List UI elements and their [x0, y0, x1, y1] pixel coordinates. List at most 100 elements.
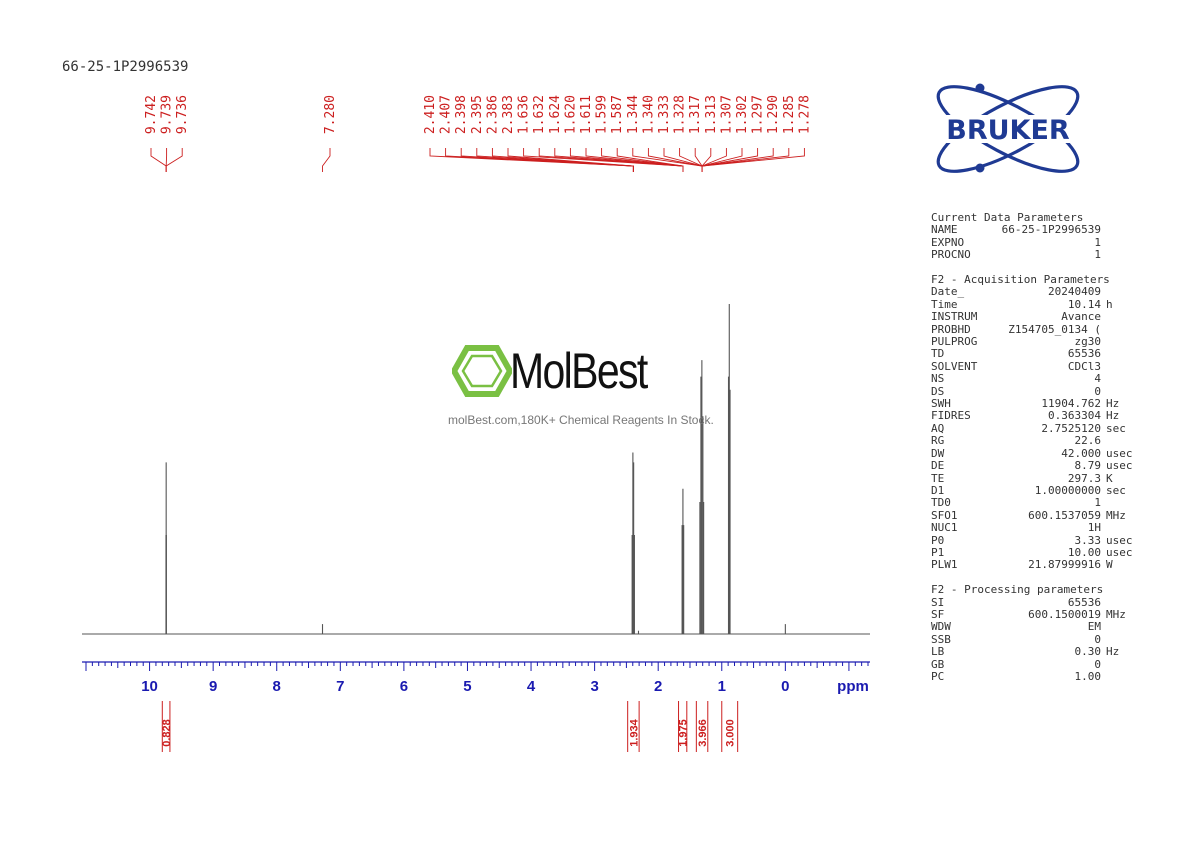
- param-name: WDW: [931, 620, 951, 634]
- param-unit: [1101, 286, 1106, 298]
- integral-bracket: [627, 701, 640, 752]
- axis-tick-label: 8: [273, 678, 281, 695]
- param-row: EXPNO 1: [931, 236, 1146, 249]
- param-value: 2.7525120: [1041, 421, 1101, 435]
- param-name: Date_: [931, 285, 965, 299]
- param-value: 20240409: [1048, 285, 1101, 299]
- axis-tick-label: 4: [527, 678, 536, 695]
- peak-label: 2.410: [423, 95, 438, 134]
- param-name: SSB: [931, 632, 951, 646]
- param-name: NUC1: [931, 521, 958, 535]
- param-name: TD0: [931, 496, 951, 510]
- param-value: 1: [1094, 248, 1101, 262]
- peak-label: 1.632: [532, 95, 547, 134]
- integral-value: 1.975: [678, 719, 690, 747]
- integral-bracket: [678, 701, 688, 752]
- param-name: INSTRUM: [931, 310, 978, 324]
- param-unit: Hz: [1106, 397, 1120, 411]
- param-value: 22.6: [1074, 434, 1102, 448]
- param-unit: [1101, 361, 1106, 373]
- param-value: 11904.762: [1041, 397, 1101, 411]
- param-row: TD 65536: [931, 347, 1146, 361]
- param-row: TE 297.3 K: [931, 471, 1146, 485]
- param-row: DW 42.000 usec: [931, 446, 1146, 460]
- param-value: 297.3: [1067, 471, 1101, 485]
- axis-tick-label: 2: [654, 678, 662, 695]
- param-row: TD0 1: [931, 496, 1146, 510]
- param-unit: usec: [1106, 545, 1133, 559]
- param-name: DW: [931, 446, 945, 460]
- peak-label: 1.624: [548, 95, 563, 134]
- param-value: 66-25-1P2996539: [1001, 223, 1101, 237]
- peak-label: 1.285: [782, 95, 797, 134]
- peak-label-connector: [701, 148, 712, 172]
- peak-label: 1.344: [626, 95, 641, 134]
- param-row: SOLVENT CDCl3: [931, 359, 1146, 373]
- param-row: DE 8.79 usec: [931, 459, 1146, 473]
- axis-tick-label: 9: [209, 678, 217, 695]
- param-value: 600.1500019: [1028, 607, 1101, 621]
- param-name: P1: [931, 545, 945, 559]
- param-value: Z154705_0134 (: [1008, 322, 1101, 336]
- peak-label-connector: [165, 148, 183, 172]
- param-name: LB: [931, 645, 945, 659]
- param-value: EM: [1087, 620, 1101, 634]
- param-row: AQ 2.7525120 sec: [931, 421, 1146, 435]
- param-name: SI: [931, 595, 945, 609]
- param-section-title: Current Data Parameters: [931, 211, 1084, 224]
- molbest-watermark: MolBest molBest.com,180K+ Chemical Reage…: [448, 340, 748, 440]
- param-name: DE: [931, 459, 945, 473]
- peak-label: 1.307: [719, 95, 734, 134]
- peak-label: 2.395: [470, 95, 485, 134]
- param-name: SOLVENT: [931, 359, 978, 373]
- peak-label: 1.620: [563, 95, 578, 134]
- axis-tick-label: 7: [336, 678, 344, 695]
- param-row: WDW EM: [931, 620, 1146, 634]
- peak-label: 1.278: [797, 95, 812, 134]
- param-value: 1H: [1087, 521, 1101, 535]
- param-unit: W: [1106, 558, 1113, 572]
- bruker-logo: BRUKER: [924, 83, 1092, 173]
- param-value: 4: [1094, 372, 1101, 386]
- param-name: TD: [931, 347, 945, 361]
- param-name: AQ: [931, 421, 945, 435]
- peak-label-connector: [322, 148, 331, 172]
- param-value: 0: [1094, 632, 1101, 646]
- param-section-title: F2 - Acquisition Parameters: [931, 273, 1110, 287]
- param-row: PC 1.00: [931, 670, 1146, 683]
- param-row: P1 10.00 usec: [931, 545, 1146, 559]
- param-name: PULPROG: [931, 335, 978, 349]
- peak-label: 1.599: [595, 95, 610, 134]
- peak-label: 1.611: [579, 95, 594, 134]
- axis-tick-label: 5: [463, 678, 471, 695]
- peak-label: 2.407: [439, 95, 454, 134]
- param-value: 600.1537059: [1028, 508, 1101, 522]
- param-row: PROCNO 1: [931, 248, 1146, 262]
- benzene-icon: [452, 345, 512, 397]
- peak-label: 1.313: [704, 95, 719, 134]
- integral-value: 1.934: [628, 718, 640, 746]
- param-row: SWH 11904.762 Hz: [931, 397, 1146, 411]
- param-row: D1 1.00000000 sec: [931, 484, 1146, 497]
- peak-label: 2.386: [485, 95, 500, 134]
- param-value: 10.00: [1067, 545, 1101, 559]
- param-value: Avance: [1061, 310, 1101, 324]
- param-unit: h: [1106, 297, 1113, 311]
- param-name: NS: [931, 372, 945, 386]
- param-value: 65536: [1067, 347, 1101, 361]
- param-value: 0.363304: [1048, 409, 1101, 423]
- acquisition-parameters: Current Data Parameters NAME 66-25-1P29965…: [931, 211, 1146, 683]
- param-row: SFO1 600.1537059 MHz: [931, 508, 1146, 522]
- param-value: 8.79: [1074, 459, 1102, 473]
- param-unit: K: [1106, 471, 1113, 485]
- axis-tick-label: 0: [781, 678, 789, 695]
- integral-bracket: [695, 701, 709, 752]
- param-row: SSB 0: [931, 632, 1146, 646]
- param-value: zg30: [1074, 335, 1102, 349]
- integral-value: 3.966: [697, 719, 709, 747]
- param-unit: [1101, 621, 1106, 633]
- param-name: RG: [931, 434, 945, 448]
- param-unit: [1101, 249, 1106, 261]
- peak-label-connector: [616, 148, 684, 172]
- param-unit: usec: [1106, 533, 1133, 547]
